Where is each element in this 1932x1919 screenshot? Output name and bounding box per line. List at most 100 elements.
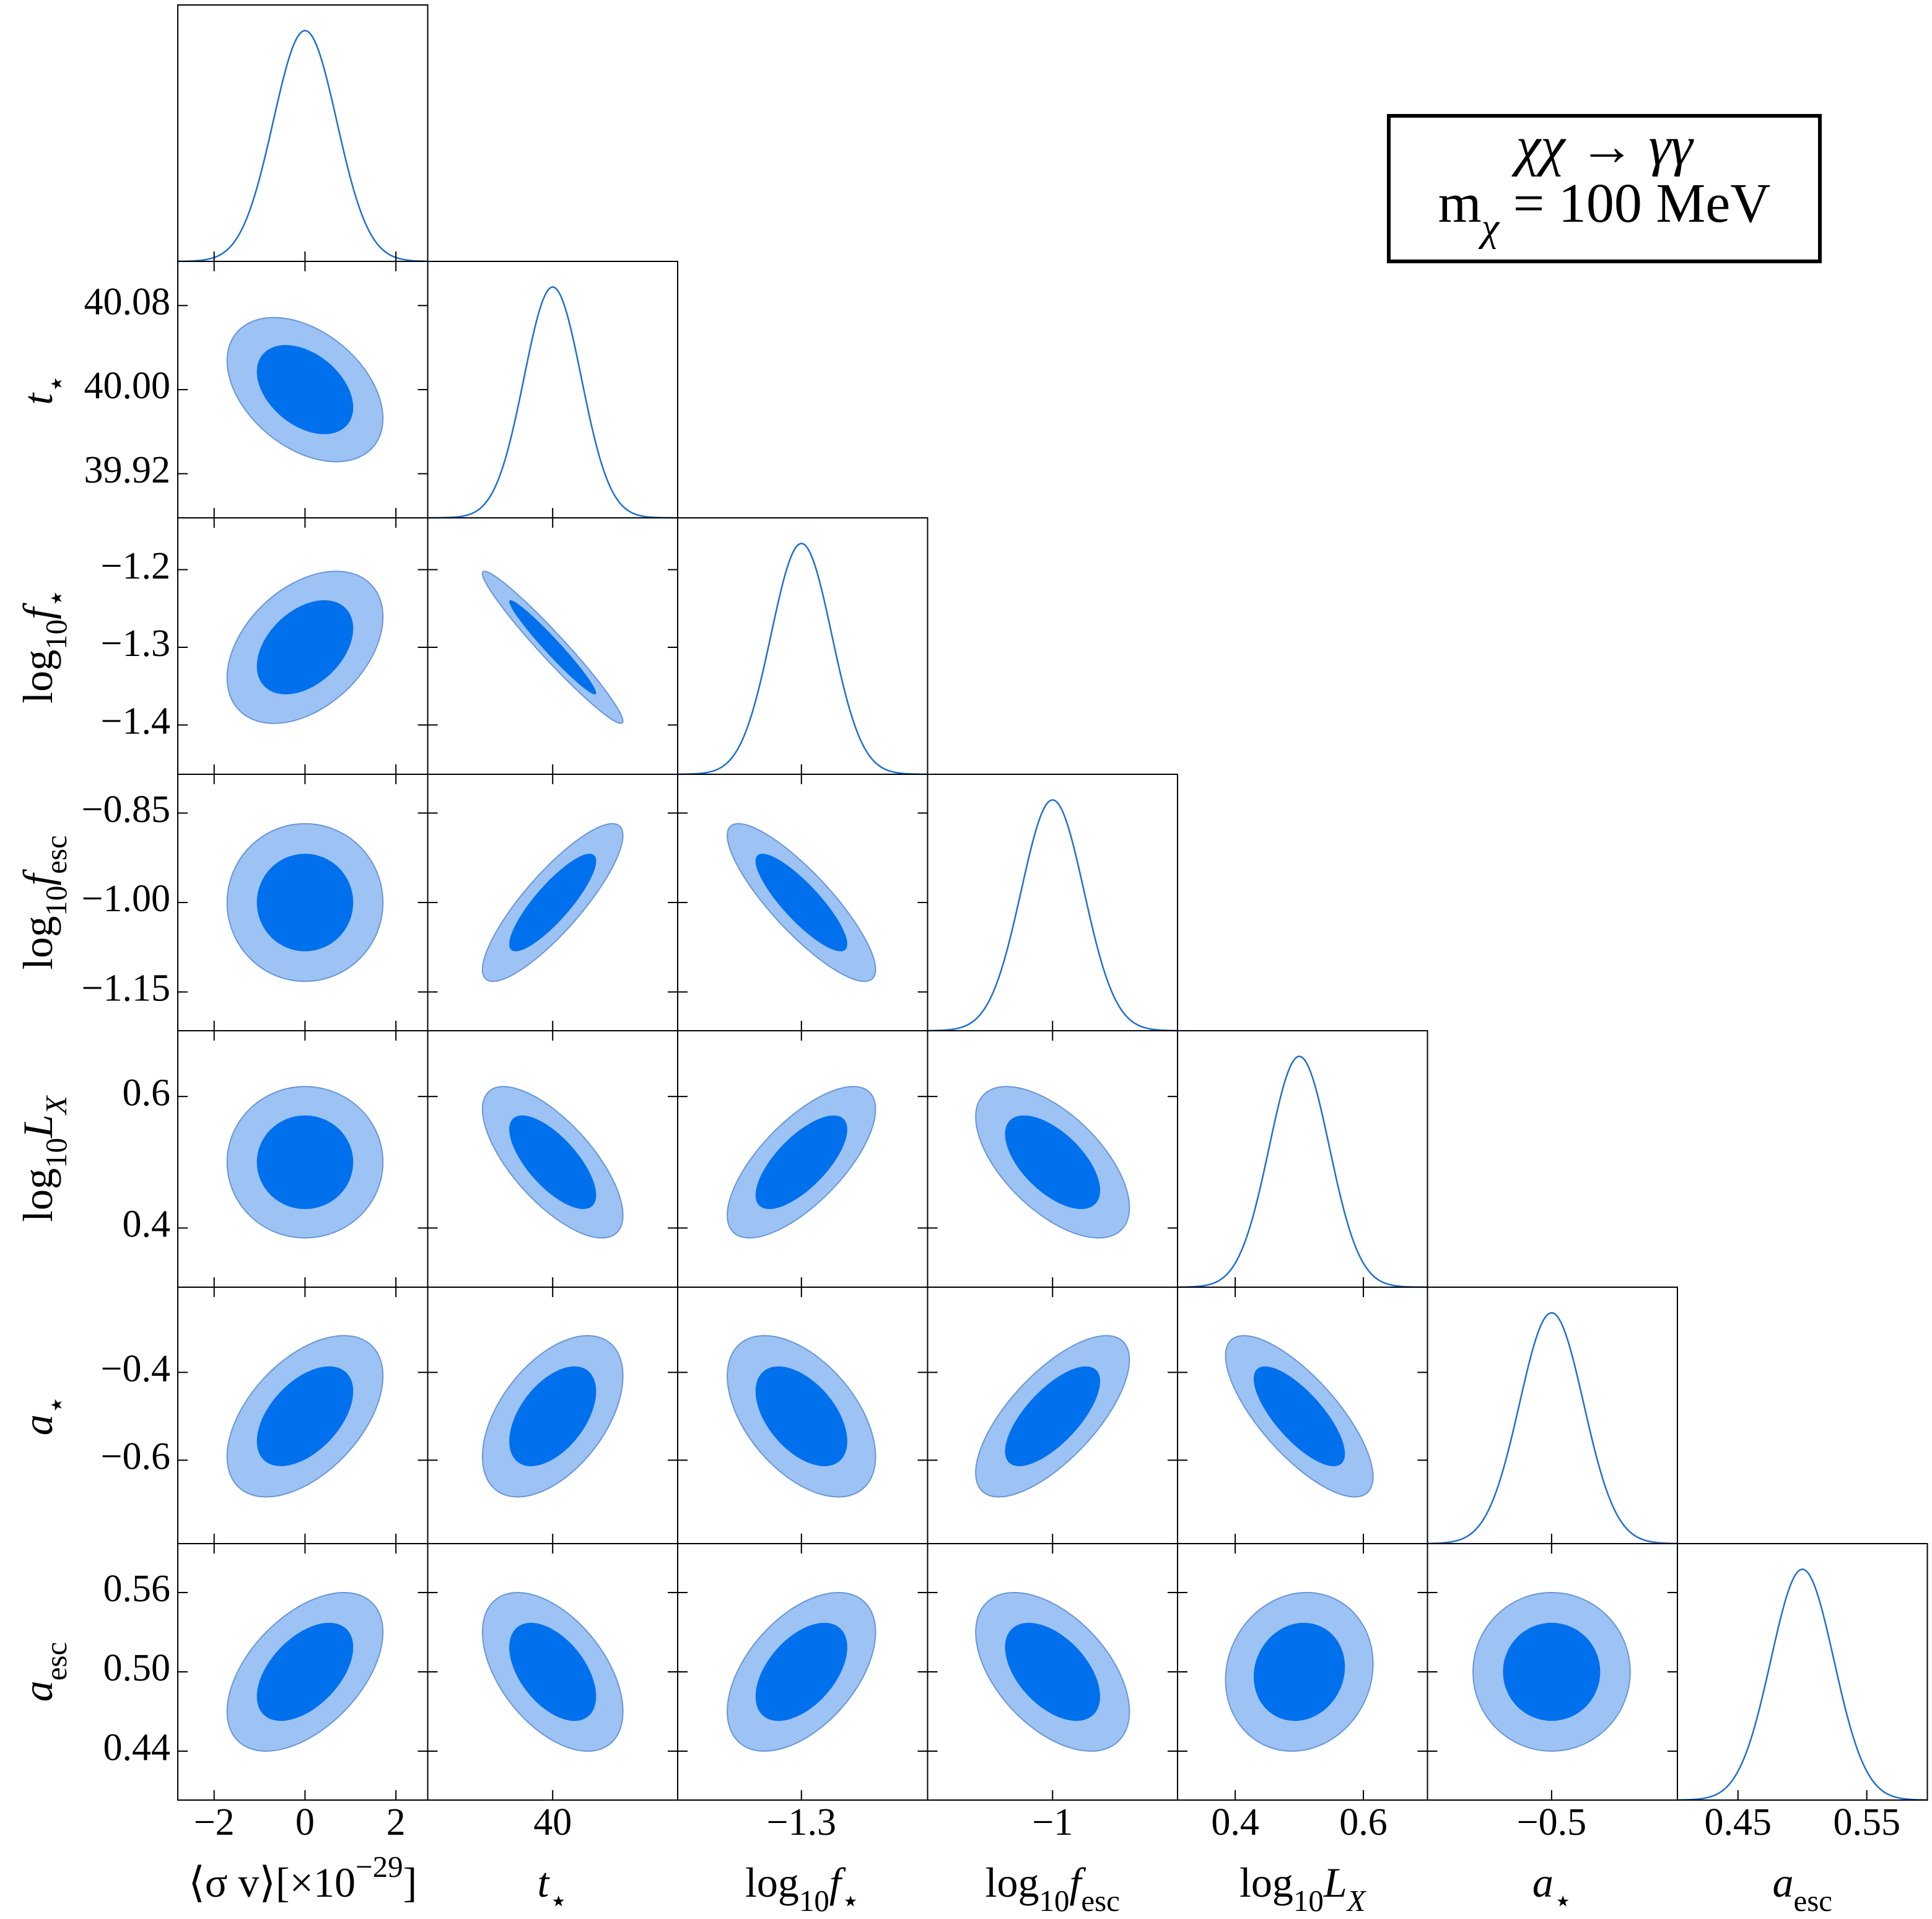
label-part: ⋆ [1554,1884,1573,1918]
y-axis-label: log10fesc [14,835,73,969]
diagonal-panel [1677,1543,1928,1801]
x-tick-label: 0 [295,1801,315,1843]
contour-panel [177,1030,429,1288]
y-tick-label: −1.2 [101,545,170,587]
x-axis-label: aesc [1772,1859,1832,1918]
label-part: 10 [39,886,73,916]
label-part: log [986,1859,1039,1906]
marginal-curve [927,799,1178,1032]
y-tick-label: −1.4 [101,701,170,743]
annotation-text: mχ = 100 MeV [1438,173,1771,250]
y-tick-label: −0.85 [82,789,170,831]
label-part: 10 [1293,1884,1324,1918]
y-axis-label: aesc [14,1642,73,1702]
contour-panel [427,1543,678,1801]
x-axis-label: log10LX [1239,1859,1367,1918]
inner-contour [256,345,354,434]
y-axis-label: log10LX [14,1095,73,1222]
label-part: log [14,1168,61,1222]
x-axis-label: a⋆ [1532,1859,1573,1918]
y-tick-label: 0.50 [103,1647,171,1689]
label-part: log [745,1859,799,1906]
inner-contour [755,854,847,951]
label-part: ⋆ [39,374,73,393]
label-part: ⋆ [841,1884,860,1918]
y-tick-label: 0.44 [103,1726,171,1768]
inner-contour [1005,1115,1101,1209]
x-tick-label: 2 [387,1801,406,1843]
x-tick-label: 0.45 [1705,1801,1772,1843]
inner-contour [1503,1622,1601,1721]
label-part: a [14,1414,61,1435]
label-part: X [1346,1884,1367,1918]
x-tick-label: 0.55 [1833,1801,1900,1843]
contour-panel [177,1287,429,1544]
inner-contour [1253,1622,1345,1721]
inner-contour [509,854,597,951]
y-tick-label: −0.6 [101,1436,170,1478]
panel-frame [677,517,929,775]
inner-contour [509,1366,597,1466]
inner-contour [755,1115,847,1209]
contour-panel [677,1543,929,1801]
label-part: a [1772,1859,1793,1906]
label-part: L [1323,1859,1347,1906]
y-tick-label: 39.92 [84,449,171,491]
contour-panel [427,517,678,775]
x-tick-label: −2 [194,1801,235,1843]
label-part: log [1239,1859,1293,1906]
inner-contour [509,1115,597,1209]
contour-panel [177,517,429,775]
diagonal-panel [677,517,929,776]
y-axis-label: log10f⋆ [14,588,73,703]
label-part: X [39,1095,73,1116]
contour-panel [177,774,429,1031]
label-part: χ [1478,205,1500,250]
x-axis-label: ⟨σ v⟩[×10−29] [188,1850,417,1906]
annotation-text: χχ → γγ [1511,116,1694,177]
inner-contour [509,600,597,694]
label-part: L [14,1114,61,1139]
contour-panel [677,1287,929,1544]
label-part: 10 [39,619,73,650]
panel-frame [927,774,1178,1031]
x-axis-label: t⋆ [537,1859,568,1918]
contour-panel [427,774,678,1031]
contour-panel [427,1030,678,1288]
label-part: ⋆ [549,1884,568,1918]
panel-frame [427,261,678,518]
inner-contour [256,1115,354,1209]
label-part: = 100 MeV [1499,173,1770,234]
label-part: esc [39,835,73,874]
label-part: esc [1081,1884,1120,1918]
y-axis-label: a⋆ [14,1396,73,1436]
panel-frame [1177,1030,1428,1288]
contour-panel [1177,1287,1428,1544]
x-axis-label: log10fesc [986,1859,1120,1918]
marginal-curve [1427,1312,1678,1545]
y-tick-label: −1.00 [82,878,170,920]
y-tick-label: 0.6 [123,1072,171,1114]
inner-contour [509,1622,597,1721]
inner-contour [256,854,354,951]
marginal-curve [677,543,928,776]
panel-frame [177,4,429,262]
label-part: ⋆ [39,1396,73,1415]
inner-contour [256,1622,354,1721]
label-part: χχ → γγ [1511,116,1694,177]
contour-panel [677,774,929,1031]
label-part: t [537,1859,550,1906]
label-part: ⟨σ v⟩[×10 [188,1859,356,1906]
marginal-curve [427,286,678,519]
y-tick-label: 0.4 [123,1204,171,1246]
label-part: 10 [1039,1884,1070,1918]
label-part: 10 [39,1138,73,1168]
contour-panel [927,1543,1178,1801]
y-tick-label: −1.3 [101,623,170,665]
label-part: a [14,1681,61,1702]
inner-contour [256,600,354,694]
x-tick-label: 0.4 [1211,1801,1259,1843]
diagonal-panel [1177,1030,1428,1288]
x-tick-label: −1.3 [767,1801,836,1843]
